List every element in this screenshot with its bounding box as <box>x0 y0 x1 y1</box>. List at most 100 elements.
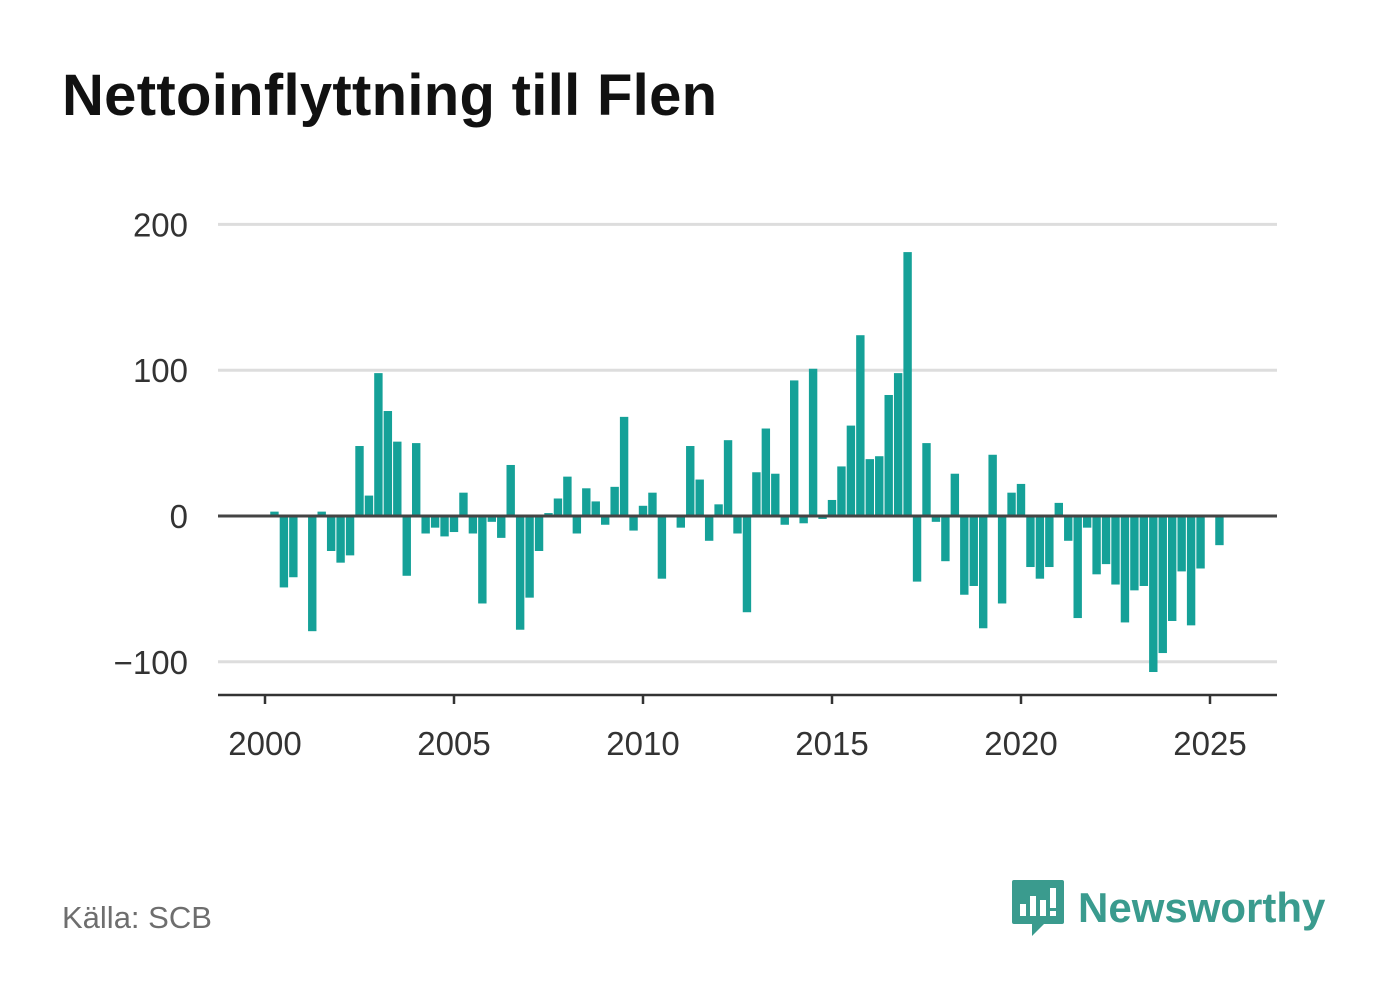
bar <box>790 380 799 516</box>
bar <box>1139 516 1149 586</box>
bar <box>326 516 336 551</box>
bar <box>638 505 648 516</box>
bar <box>506 464 515 516</box>
bar <box>997 516 1007 604</box>
bar <box>289 516 298 578</box>
bar <box>497 516 506 538</box>
bar <box>912 516 922 582</box>
bar <box>1054 502 1063 516</box>
bar <box>1016 483 1026 516</box>
bar <box>336 516 345 563</box>
x-tick-label: 2010 <box>606 725 679 762</box>
bar <box>440 516 449 537</box>
x-tick-label: 2020 <box>984 725 1057 762</box>
bar <box>903 252 912 516</box>
bar <box>950 473 960 516</box>
bar <box>619 416 629 516</box>
bar <box>449 516 459 533</box>
bar <box>837 466 846 516</box>
bar <box>412 443 421 516</box>
bar <box>752 472 761 516</box>
bar <box>893 373 903 516</box>
bar <box>761 428 771 516</box>
bar <box>421 516 430 534</box>
bar <box>808 368 818 516</box>
x-tick-label: 2000 <box>228 725 301 762</box>
bar <box>591 501 600 516</box>
bar <box>1177 516 1186 572</box>
y-tick-labels: 200 100 0 −100 <box>114 206 188 680</box>
bar <box>629 516 638 531</box>
bar <box>1101 516 1111 565</box>
bar <box>742 516 752 613</box>
bar <box>1064 516 1073 541</box>
bar <box>676 516 685 528</box>
chart-title: Nettoinflyttning till Flen <box>62 63 718 128</box>
brand-logo: Newsworthy <box>1010 878 1325 938</box>
bar <box>780 516 789 525</box>
y-tick-label: −100 <box>114 644 188 681</box>
x-tick-label: 2015 <box>795 725 868 762</box>
bar <box>468 516 478 534</box>
source-note: Källa: SCB <box>62 900 212 935</box>
bar <box>1186 516 1196 626</box>
bar <box>393 441 402 516</box>
bar <box>601 516 610 525</box>
bar <box>875 456 884 516</box>
bar <box>856 335 865 516</box>
bar <box>704 516 714 541</box>
y-tick-label: 0 <box>170 498 188 535</box>
bar <box>733 516 742 534</box>
bar <box>695 479 704 516</box>
bar <box>383 411 393 516</box>
bar <box>1045 516 1054 568</box>
bar <box>771 473 780 516</box>
bar <box>308 516 317 632</box>
brand-name: Newsworthy <box>1078 884 1326 931</box>
bar <box>1035 516 1045 579</box>
bar <box>865 459 874 516</box>
bar <box>799 516 808 524</box>
bar <box>657 516 667 579</box>
x-tick-labels: 2000 2005 2010 2015 2020 2025 <box>228 725 1246 762</box>
bar <box>723 440 733 516</box>
bar <box>515 516 525 630</box>
y-tick-label: 200 <box>133 206 188 243</box>
bar <box>270 511 279 516</box>
bar <box>922 443 931 516</box>
bar <box>430 516 440 528</box>
bar <box>534 516 544 551</box>
bar <box>648 492 657 516</box>
bar <box>317 511 326 516</box>
bar <box>931 516 941 522</box>
bar <box>1130 516 1139 591</box>
bar <box>1007 492 1016 516</box>
bar <box>979 516 988 629</box>
bar <box>1158 516 1167 654</box>
gridlines <box>218 222 1277 664</box>
bar <box>941 516 950 562</box>
bar <box>1082 516 1092 528</box>
y-tick-label: 100 <box>133 352 188 389</box>
bar <box>827 499 837 516</box>
newsworthy-logo-icon <box>1012 880 1064 936</box>
bar <box>884 394 893 516</box>
bar <box>525 516 534 598</box>
bar <box>459 492 468 516</box>
bar <box>572 516 582 534</box>
x-tick-label: 2025 <box>1173 725 1246 762</box>
bar <box>487 516 496 522</box>
bar <box>846 425 856 516</box>
bar <box>960 516 969 595</box>
bar <box>364 495 374 516</box>
bar <box>345 516 355 556</box>
bar <box>1149 516 1158 673</box>
bar <box>355 446 364 516</box>
bar <box>1215 516 1224 546</box>
bar <box>1196 516 1205 569</box>
bar <box>969 516 978 586</box>
bar <box>1026 516 1035 568</box>
bar <box>714 504 723 516</box>
x-tick-label: 2005 <box>417 725 490 762</box>
bar <box>1073 516 1082 619</box>
